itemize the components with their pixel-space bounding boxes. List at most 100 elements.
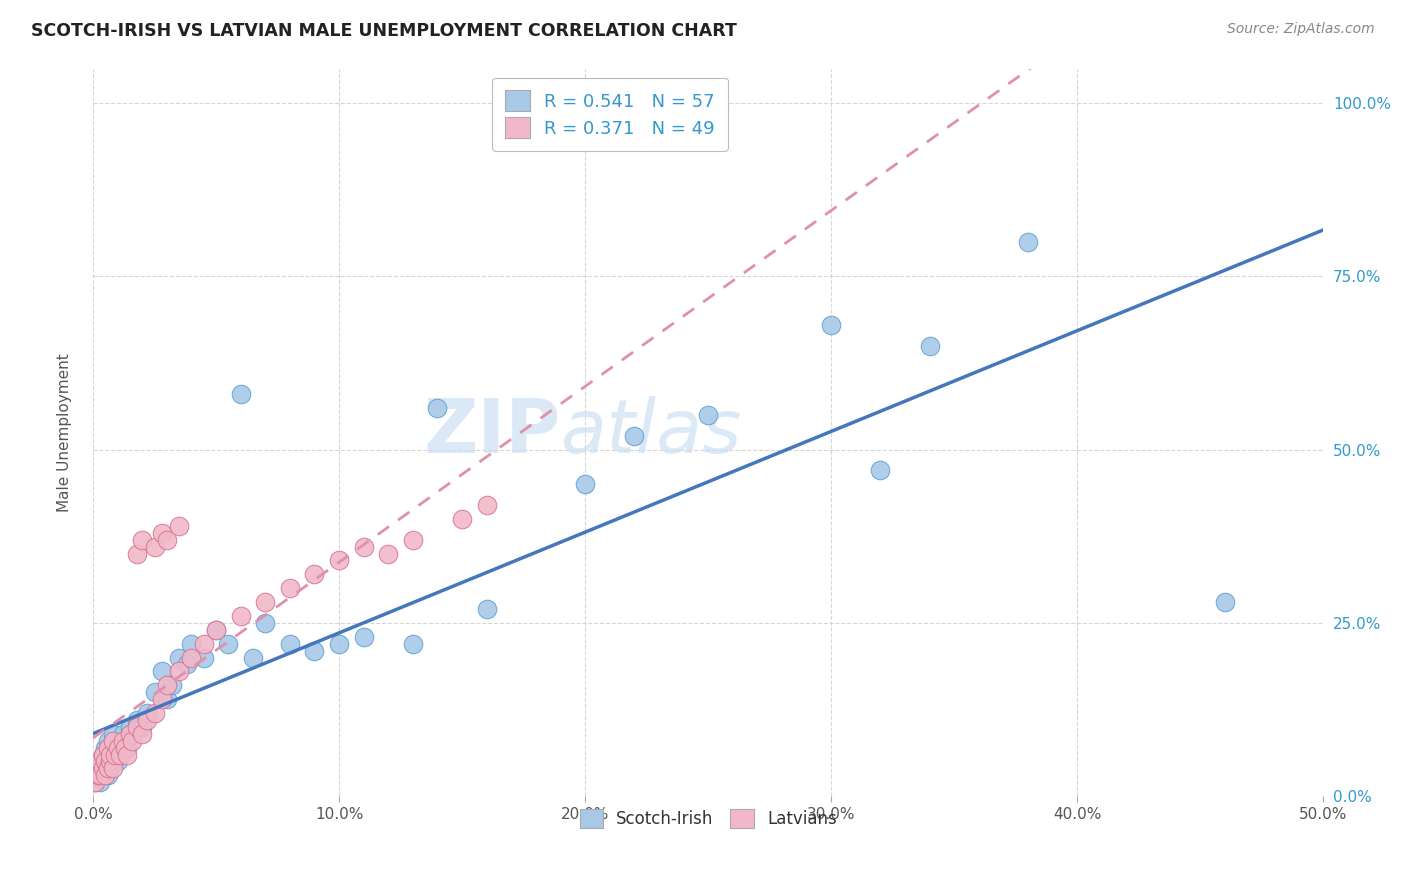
Point <box>304 643 326 657</box>
Point <box>353 540 375 554</box>
Point <box>156 692 179 706</box>
Point <box>1213 595 1236 609</box>
Point <box>118 727 141 741</box>
Point <box>217 637 239 651</box>
Point <box>97 761 120 775</box>
Point <box>143 540 166 554</box>
Point <box>87 768 110 782</box>
Point <box>278 581 301 595</box>
Point <box>114 733 136 747</box>
Point <box>118 720 141 734</box>
Point <box>475 602 498 616</box>
Point <box>167 650 190 665</box>
Point <box>167 519 190 533</box>
Point <box>117 747 139 762</box>
Point <box>101 755 124 769</box>
Point <box>98 761 121 775</box>
Point <box>353 630 375 644</box>
Point <box>101 727 124 741</box>
Text: Source: ZipAtlas.com: Source: ZipAtlas.com <box>1227 22 1375 37</box>
Point <box>574 477 596 491</box>
Point <box>193 650 215 665</box>
Point <box>101 761 124 775</box>
Point <box>98 755 121 769</box>
Point <box>91 747 114 762</box>
Point <box>254 595 277 609</box>
Point <box>869 463 891 477</box>
Point <box>94 755 117 769</box>
Point <box>167 665 190 679</box>
Point <box>127 547 149 561</box>
Point <box>121 733 143 747</box>
Point <box>114 740 136 755</box>
Point <box>136 706 159 720</box>
Point <box>328 637 350 651</box>
Point <box>176 657 198 672</box>
Point <box>94 761 117 775</box>
Point <box>97 733 120 747</box>
Point <box>111 733 134 747</box>
Point <box>377 547 399 561</box>
Point <box>104 747 127 762</box>
Point <box>304 567 326 582</box>
Point <box>451 512 474 526</box>
Point <box>143 685 166 699</box>
Point <box>97 740 120 755</box>
Point <box>91 761 114 775</box>
Point <box>127 713 149 727</box>
Point <box>150 665 173 679</box>
Point <box>91 747 114 762</box>
Point <box>623 429 645 443</box>
Point <box>107 755 129 769</box>
Point <box>87 768 110 782</box>
Point <box>91 768 114 782</box>
Point <box>205 623 228 637</box>
Point <box>127 720 149 734</box>
Point <box>108 740 131 755</box>
Text: SCOTCH-IRISH VS LATVIAN MALE UNEMPLOYMENT CORRELATION CHART: SCOTCH-IRISH VS LATVIAN MALE UNEMPLOYMEN… <box>31 22 737 40</box>
Point <box>97 768 120 782</box>
Point <box>242 650 264 665</box>
Point <box>94 755 117 769</box>
Point <box>328 553 350 567</box>
Point <box>229 387 252 401</box>
Point <box>180 650 202 665</box>
Point <box>111 727 134 741</box>
Point <box>94 740 117 755</box>
Point <box>156 533 179 547</box>
Point <box>278 637 301 651</box>
Point <box>136 713 159 727</box>
Point <box>156 678 179 692</box>
Point <box>402 637 425 651</box>
Point <box>104 747 127 762</box>
Point <box>820 318 842 332</box>
Legend: Scotch-Irish, Latvians: Scotch-Irish, Latvians <box>572 803 844 835</box>
Text: atlas: atlas <box>561 396 742 468</box>
Point <box>94 768 117 782</box>
Point <box>193 637 215 651</box>
Point <box>697 408 720 422</box>
Point <box>89 755 111 769</box>
Point <box>104 740 127 755</box>
Y-axis label: Male Unemployment: Male Unemployment <box>58 353 72 512</box>
Point <box>150 525 173 540</box>
Point <box>121 727 143 741</box>
Point <box>131 720 153 734</box>
Point <box>143 706 166 720</box>
Text: ZIP: ZIP <box>423 396 561 469</box>
Point <box>117 740 139 755</box>
Point <box>101 733 124 747</box>
Point <box>475 498 498 512</box>
Point <box>402 533 425 547</box>
Point <box>87 761 110 775</box>
Point <box>426 401 449 415</box>
Point <box>131 727 153 741</box>
Point <box>254 615 277 630</box>
Point <box>180 637 202 651</box>
Point <box>108 747 131 762</box>
Point <box>87 761 110 775</box>
Point <box>918 339 941 353</box>
Point <box>131 533 153 547</box>
Point <box>1017 235 1039 249</box>
Point <box>205 623 228 637</box>
